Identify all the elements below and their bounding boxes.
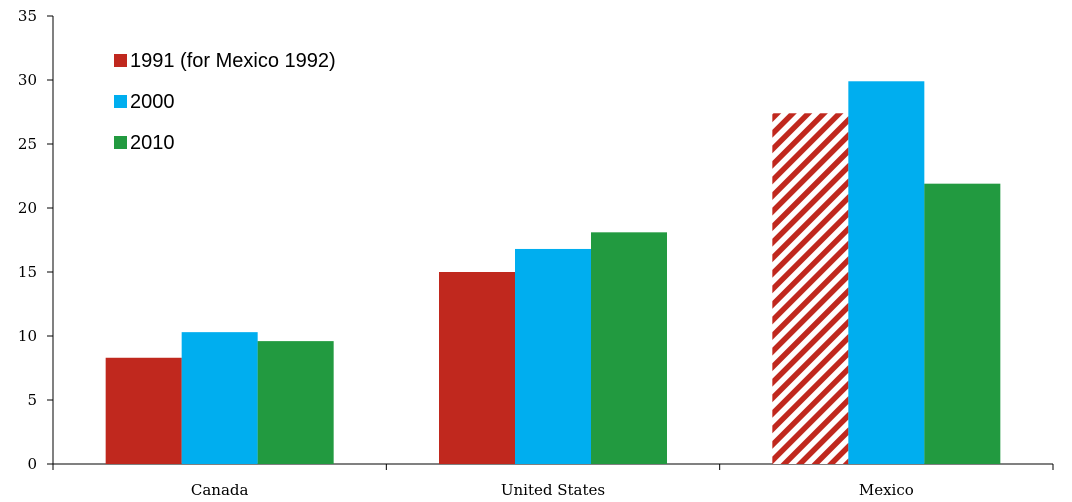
bars (105, 81, 1001, 464)
legend-label: 2010 (130, 132, 175, 154)
legend-swatch (114, 95, 127, 108)
y-tick-label: 5 (27, 391, 37, 409)
bar-mexico-1 (772, 113, 849, 464)
bar-mexico-2 (848, 81, 925, 464)
y-tick-label: 15 (18, 263, 37, 281)
bar-mexico-3 (924, 183, 1001, 464)
y-tick-label: 35 (18, 7, 37, 25)
legend-label: 2000 (130, 91, 175, 113)
bar-canada-3 (257, 341, 334, 464)
x-axis: Canada United States Mexico (52, 463, 1054, 499)
x-category-label: United States (501, 481, 605, 499)
y-tick-label: 10 (18, 327, 37, 345)
bar-canada-1 (105, 357, 182, 464)
legend: 1991 (for Mexico 1992) 2000 2010 (114, 50, 336, 154)
bar-canada-2 (181, 332, 258, 464)
y-axis: 0 5 10 15 20 25 30 35 (18, 7, 54, 473)
x-category-label: Canada (191, 481, 249, 499)
y-tick-label: 25 (18, 135, 37, 153)
bar-united-states-1 (439, 272, 515, 464)
legend-swatch (114, 136, 127, 149)
y-tick-label: 0 (27, 455, 37, 473)
x-category-label: Mexico (859, 481, 914, 499)
bar-united-states-3 (591, 232, 667, 464)
bar-united-states-2 (515, 248, 591, 464)
y-tick-label: 20 (18, 199, 37, 217)
legend-swatch (114, 54, 127, 67)
y-tick-label: 30 (18, 71, 37, 89)
legend-label: 1991 (for Mexico 1992) (130, 50, 336, 72)
